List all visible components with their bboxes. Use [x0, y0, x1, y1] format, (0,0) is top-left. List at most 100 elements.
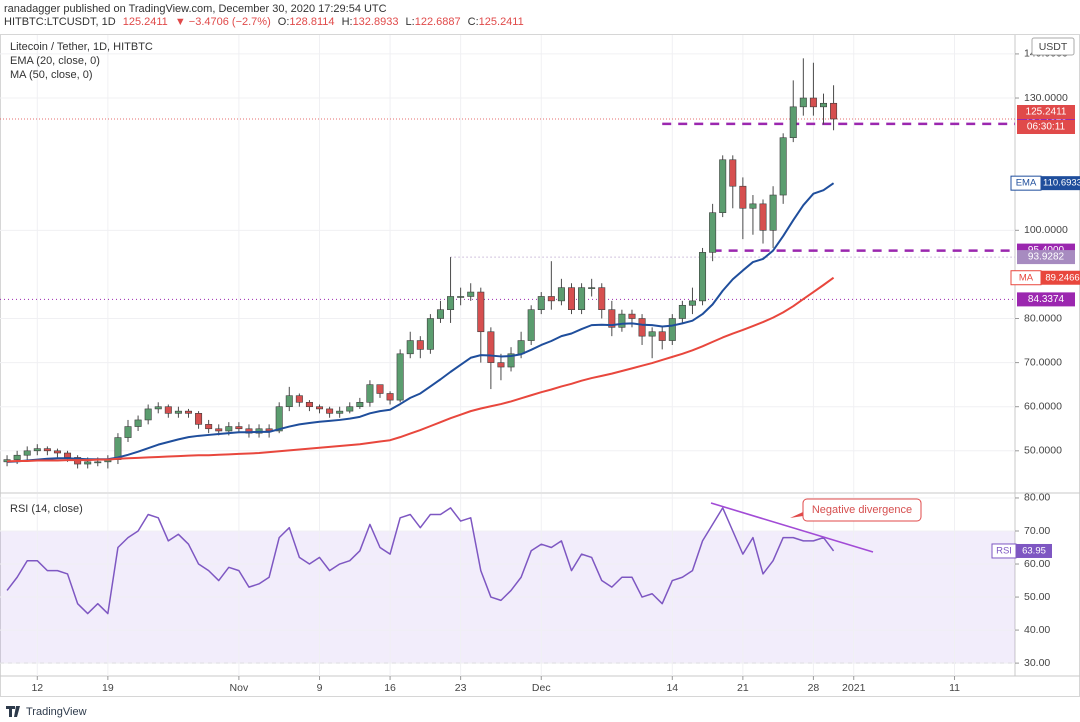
series-value-tag: 89.2466 — [1045, 272, 1079, 283]
candle-body — [497, 362, 505, 368]
currency: USDT — [1039, 41, 1068, 53]
candle-body — [215, 428, 223, 432]
y-tick-label: 50.00 — [1024, 591, 1050, 603]
candle-body — [507, 353, 515, 368]
plot-layer: 50.0000 60.0000 70.0000 80.0000 100.0000 130.… — [0, 35, 1080, 694]
candle-body — [517, 340, 525, 355]
candle-body — [84, 461, 92, 465]
y-tick-label: 60.00 — [1024, 558, 1050, 570]
candle-body — [94, 461, 102, 464]
candle-body — [396, 353, 404, 401]
change: ▼ −3.4706 (−2.7%) — [175, 16, 271, 28]
candle-body — [658, 331, 666, 341]
annotation: Negative divergence — [812, 504, 912, 516]
candle-body — [557, 287, 565, 302]
candle-body — [174, 410, 182, 414]
candle-body — [527, 309, 535, 341]
x-tick-label: Dec — [532, 682, 551, 694]
candle-body — [436, 309, 444, 319]
series-line — [6, 507, 835, 615]
candle-body — [447, 296, 455, 310]
series-value-tag-bg — [1041, 270, 1080, 285]
ohlc-key: L: — [406, 16, 415, 28]
x-tick-label: 19 — [102, 682, 114, 694]
candle-body — [43, 448, 51, 452]
y-tick-label: 70.00 — [1024, 525, 1050, 537]
x-tick-label: 23 — [455, 682, 467, 694]
candle-body — [638, 318, 646, 337]
candle-body — [598, 287, 606, 310]
series-name-tag: MA — [1019, 272, 1034, 283]
candle-body — [23, 450, 31, 456]
series-name-tag: RSI — [996, 545, 1012, 556]
ticker-line: HITBTC:LTCUSDT, 1D 125.2411 ▼ −3.4706 (−… — [4, 16, 524, 28]
candle-body — [709, 212, 717, 253]
candle-body — [678, 304, 686, 319]
candle-body — [537, 296, 545, 310]
x-tick-label: 9 — [317, 682, 323, 694]
candle-body — [336, 410, 344, 414]
candle-body — [346, 406, 354, 412]
countdown: 06:30:11 — [1027, 122, 1066, 133]
series-line — [7, 182, 835, 463]
candle-body — [134, 419, 142, 427]
candle-body — [225, 426, 233, 432]
candle-body — [467, 291, 475, 297]
y-tick-label: 60.0000 — [1024, 400, 1062, 412]
candle-body — [124, 426, 132, 438]
currency-box[interactable] — [1031, 37, 1075, 56]
series-line — [7, 276, 835, 463]
series-name-tag: EMA — [1016, 178, 1037, 189]
candle-body — [618, 313, 626, 328]
candle-body — [154, 406, 162, 410]
candle-body — [588, 287, 596, 289]
candle-body — [819, 102, 827, 108]
candle-body — [688, 300, 696, 306]
legend-entry: EMA (20, close, 0) — [10, 55, 100, 67]
candle-body — [33, 448, 41, 452]
candle-body — [144, 408, 152, 421]
level-tag-bg — [1017, 250, 1075, 265]
legend-entry: MA (50, close, 0) — [10, 69, 93, 81]
series-value-tag-bg — [1016, 543, 1052, 558]
ohlc-value: 128.8114 — [289, 16, 334, 28]
series-value-tag: 63.95 — [1022, 545, 1046, 556]
candle-body — [578, 287, 586, 310]
y-tick-label: 100.0000 — [1024, 224, 1068, 236]
candle-body — [426, 318, 434, 350]
candle-body — [719, 159, 727, 213]
ohlc-key: C: — [468, 16, 479, 28]
logo-text: TradingView — [26, 706, 87, 718]
candle-body — [195, 413, 203, 425]
logo: TradingView — [6, 706, 87, 718]
x-tick-label: 28 — [808, 682, 820, 694]
y-tick-label: 80.0000 — [1024, 312, 1062, 324]
published-line: ranadagger published on TradingView.com,… — [4, 3, 387, 15]
pane-title: RSI (14, close) — [10, 503, 83, 515]
candle-body — [356, 402, 364, 408]
y-tick-label: 130.0000 — [1024, 92, 1068, 104]
pane-title: Litecoin / Tether, 1D, HITBTC — [10, 41, 153, 53]
annotation-box — [802, 498, 922, 522]
candle-body — [799, 97, 807, 108]
x-tick-label: 14 — [666, 682, 678, 694]
candle-body — [64, 452, 72, 458]
candle-body — [547, 296, 555, 302]
series-value-tag: 110.6933 — [1043, 178, 1080, 189]
ohlc-value: 122.6887 — [415, 16, 461, 28]
candle-body — [386, 393, 394, 401]
candle-body — [487, 331, 495, 363]
candle-body — [749, 203, 757, 209]
callout-pointer — [790, 512, 803, 518]
candle-body — [457, 296, 465, 298]
candle-body — [406, 340, 414, 355]
last-price-tag-bg — [1017, 105, 1075, 120]
candle-body — [568, 287, 576, 310]
x-tick-label: 16 — [384, 682, 396, 694]
candle-body — [376, 384, 384, 394]
level-tag: 84.3374 — [1028, 294, 1065, 305]
y-tick-label: 30.00 — [1024, 657, 1050, 669]
y-tick-label: 40.00 — [1024, 624, 1050, 636]
candle-body — [275, 406, 283, 432]
